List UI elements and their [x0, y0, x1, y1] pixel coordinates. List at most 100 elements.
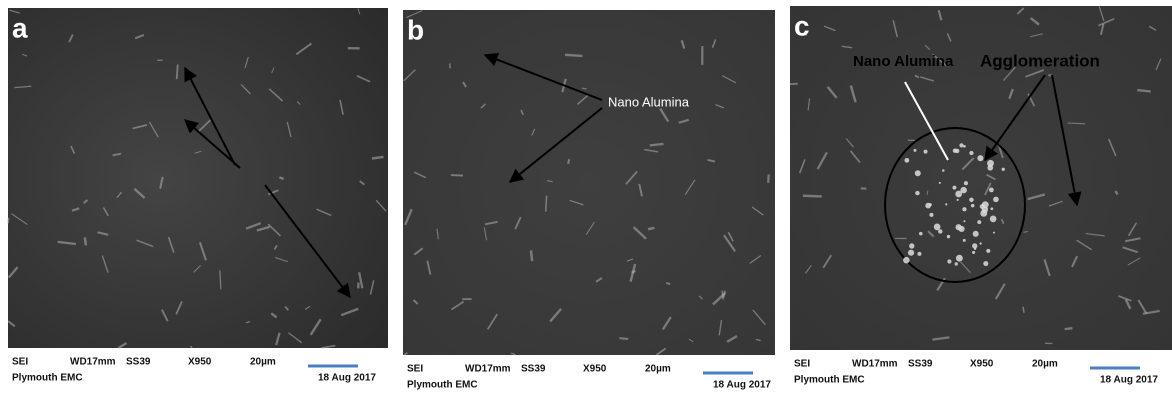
info-lab: Plymouth EMC — [407, 380, 478, 391]
particle — [903, 257, 910, 264]
particle — [993, 232, 995, 234]
texture — [803, 196, 822, 197]
texture — [1065, 328, 1073, 329]
particle — [1002, 168, 1005, 171]
texture — [768, 174, 769, 182]
info-ss: SS39 — [126, 357, 151, 368]
info-mag: X950 — [583, 364, 607, 375]
micrograph — [8, 8, 388, 348]
particle — [947, 235, 950, 238]
particle — [960, 187, 967, 194]
particle — [956, 255, 963, 262]
particle — [972, 251, 975, 254]
info-mag: X950 — [188, 357, 212, 368]
particle — [957, 199, 959, 201]
info-date: 18 Aug 2017 — [713, 380, 771, 391]
info-date: 18 Aug 2017 — [318, 373, 376, 384]
particle — [979, 242, 981, 244]
particle — [939, 182, 941, 184]
micrograph — [403, 10, 775, 355]
particle — [904, 158, 909, 163]
particle — [990, 216, 997, 223]
particle — [977, 155, 983, 161]
texture — [666, 283, 670, 284]
info-ss: SS39 — [521, 364, 546, 375]
texture — [279, 177, 283, 179]
texture — [582, 88, 587, 89]
particle — [952, 186, 956, 190]
info-lab: Plymouth EMC — [12, 373, 83, 384]
page: a SEI WD17mm SS39 X950 20µm Plymouth EMC 18 Aug… — [0, 0, 1172, 407]
annotation: Nano Alumina — [853, 53, 954, 70]
particle — [942, 169, 945, 172]
info-scale: 20µm — [645, 364, 671, 375]
particle — [909, 243, 914, 248]
particle — [917, 252, 921, 256]
particle — [969, 198, 973, 202]
info-scale: 20µm — [250, 357, 276, 368]
info-detector: SEI — [407, 364, 423, 375]
info-wd: WD17mm — [465, 364, 511, 375]
particle — [987, 160, 994, 167]
particle — [983, 261, 988, 266]
particle — [914, 149, 917, 152]
info-wd: WD17mm — [852, 359, 898, 370]
particle — [986, 249, 990, 253]
particle — [993, 197, 999, 203]
texture — [1023, 307, 1024, 313]
texture — [546, 196, 547, 212]
texture — [648, 228, 654, 229]
particle — [929, 203, 932, 206]
info-detector: SEI — [794, 359, 810, 370]
particle — [929, 213, 933, 217]
particle — [947, 259, 951, 263]
info-mag: X950 — [970, 359, 994, 370]
particle — [953, 149, 957, 153]
texture — [790, 84, 798, 85]
particle — [963, 220, 965, 222]
annotation: Agglomeration — [980, 51, 1100, 70]
texture — [565, 55, 582, 56]
particle — [977, 220, 981, 224]
info-detector: SEI — [12, 357, 28, 368]
info-ss: SS39 — [908, 359, 933, 370]
particle — [959, 143, 963, 147]
particle — [989, 188, 994, 193]
texture — [619, 338, 628, 339]
particle — [969, 151, 973, 155]
particle — [924, 150, 928, 154]
texture — [650, 144, 664, 146]
panel-label: a — [12, 12, 28, 43]
particle — [962, 207, 966, 211]
texture — [177, 64, 178, 79]
info-scale: 20µm — [1032, 359, 1058, 370]
particle — [980, 210, 987, 217]
info-date: 18 Aug 2017 — [1100, 375, 1158, 386]
particle — [963, 145, 966, 148]
annotation: Nano Alumina — [608, 94, 690, 109]
figure: a SEI WD17mm SS39 X950 20µm Plymouth EMC 18 Aug… — [0, 0, 1172, 407]
texture — [8, 218, 9, 224]
particle — [955, 262, 958, 265]
particle — [964, 181, 968, 185]
texture — [531, 250, 532, 261]
particle — [915, 191, 919, 195]
particle — [973, 231, 979, 237]
particle — [972, 243, 977, 248]
particle — [908, 250, 914, 256]
particle — [919, 232, 923, 236]
particle — [915, 170, 921, 176]
info-lab: Plymouth EMC — [794, 375, 865, 386]
panel-label: c — [794, 10, 810, 41]
particle — [990, 207, 993, 210]
texture — [1116, 191, 1118, 195]
texture — [568, 159, 569, 164]
particle — [963, 239, 966, 242]
particle — [934, 224, 941, 231]
texture — [85, 237, 86, 245]
particle — [945, 203, 947, 205]
texture — [372, 157, 384, 159]
particle — [938, 229, 942, 233]
particle — [971, 204, 975, 208]
particle — [959, 226, 965, 232]
